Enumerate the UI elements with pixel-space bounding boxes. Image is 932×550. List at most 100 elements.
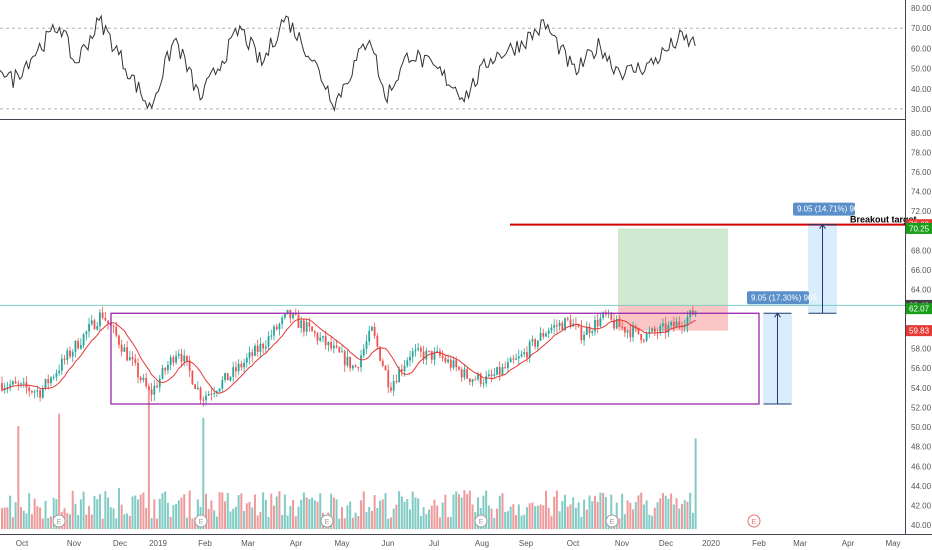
volume-bar: [379, 500, 382, 530]
volume-bar: [477, 497, 479, 530]
candle-body: [142, 378, 145, 380]
range-box[interactable]: [110, 312, 760, 405]
price-tick-label: 56.00: [911, 364, 932, 373]
volume-bar: [381, 499, 384, 530]
time-tick-label: Mar: [793, 539, 807, 548]
candle-body: [188, 360, 191, 372]
volume-bar: [640, 492, 643, 530]
volume-bar: [561, 501, 564, 530]
earnings-marker[interactable]: [194, 514, 208, 528]
volume-bar: [232, 508, 235, 530]
candle-body: [594, 319, 596, 332]
candle-body: [229, 376, 232, 381]
candle-body: [137, 362, 139, 378]
volume-bar: [433, 499, 436, 530]
volume-bar: [430, 505, 433, 530]
candle-body: [245, 357, 248, 363]
volume-bar: [256, 515, 259, 530]
volume-bars: [1, 388, 697, 530]
measure-label-1[interactable]: 9.05 (17.30%) 905: [747, 291, 817, 305]
measure-label-2[interactable]: 9.05 (14.71%) 905: [793, 202, 863, 216]
volume-bar: [588, 495, 591, 530]
candle-body: [256, 345, 259, 352]
candle-body: [351, 365, 354, 369]
candle-body: [52, 377, 55, 379]
price-label: 70.25: [909, 224, 930, 233]
candle-body: [558, 322, 561, 327]
volume-bar: [33, 498, 36, 530]
volume-bar: [389, 517, 392, 530]
volume-bar: [20, 507, 23, 530]
candle-body: [675, 321, 678, 327]
time-tick-label: Oct: [16, 539, 29, 548]
candle-body: [283, 313, 286, 318]
candle-body: [316, 333, 319, 341]
candle-body: [504, 367, 507, 369]
volume-bar: [341, 507, 343, 530]
time-axis[interactable]: Oct Nov Dec 2019 Feb Mar Apr May Jun Jul Aug Sep Oct…: [0, 534, 932, 549]
candle-body: [640, 333, 643, 341]
volume-bar: [243, 511, 246, 530]
candle-body: [599, 318, 602, 327]
volume-bar: [346, 505, 349, 530]
volume-bar: [553, 496, 556, 530]
candle-body: [561, 322, 564, 330]
price-tick-label: 42.00: [911, 502, 932, 511]
candle-body: [147, 386, 150, 390]
volume-bar: [428, 509, 431, 530]
earnings-marker[interactable]: [474, 514, 488, 528]
candle-body: [371, 326, 373, 331]
candle-body: [583, 334, 585, 341]
volume-bar: [441, 502, 444, 530]
volume-bar: [262, 492, 265, 530]
rsi-levels: [0, 27, 905, 110]
price-axis[interactable]: 80.00 70.00 60.00 50.00 40.00 30.00 80.00 78.0…: [905, 0, 932, 535]
volume-bar: [213, 510, 216, 530]
earnings-marker[interactable]: [605, 514, 619, 528]
earnings-marker[interactable]: [52, 514, 66, 528]
candle-body: [175, 355, 177, 363]
volume-bar: [368, 506, 371, 530]
candle-body: [425, 350, 428, 360]
candle-body: [112, 325, 115, 327]
time-tick-label: Nov: [67, 539, 81, 548]
candle-body: [553, 325, 556, 328]
volume-bar: [623, 514, 626, 530]
candle-body: [357, 367, 360, 369]
candle-body: [490, 374, 493, 376]
earnings-marker[interactable]: [320, 514, 334, 528]
candle-body: [686, 317, 689, 327]
volume-bar: [449, 517, 452, 530]
price-tick-label: 68.00: [911, 246, 932, 255]
rsi-tick-label: 80.00: [911, 4, 932, 13]
candle-body: [313, 331, 316, 334]
candle-body: [362, 348, 365, 356]
earnings-marker[interactable]: [747, 514, 761, 528]
volume-bar: [534, 506, 537, 530]
candle-body: [93, 320, 96, 330]
position-target-zone[interactable]: [618, 228, 728, 306]
price-tick-label: 50.00: [911, 423, 932, 432]
candle-body: [343, 351, 346, 366]
volume-bar: [376, 508, 379, 530]
candle-body: [267, 336, 270, 347]
volume-bar: [509, 506, 512, 530]
volume-bar: [69, 514, 71, 530]
volume-bar: [409, 509, 411, 530]
candle-body: [542, 332, 545, 337]
volume-bar: [395, 504, 398, 530]
candle-body: [390, 387, 392, 391]
candle-body: [289, 309, 292, 319]
volume-bar: [218, 492, 221, 530]
volume-bar: [335, 499, 338, 530]
volume-bar: [292, 500, 295, 530]
candle-body: [1, 382, 3, 391]
candle-body: [409, 356, 411, 361]
candle-body: [414, 349, 417, 352]
candle-body: [286, 309, 289, 314]
price-tick-label: 48.00: [911, 443, 932, 452]
candle-body: [145, 378, 148, 387]
candle-body: [422, 351, 425, 360]
candle-body: [156, 385, 158, 388]
